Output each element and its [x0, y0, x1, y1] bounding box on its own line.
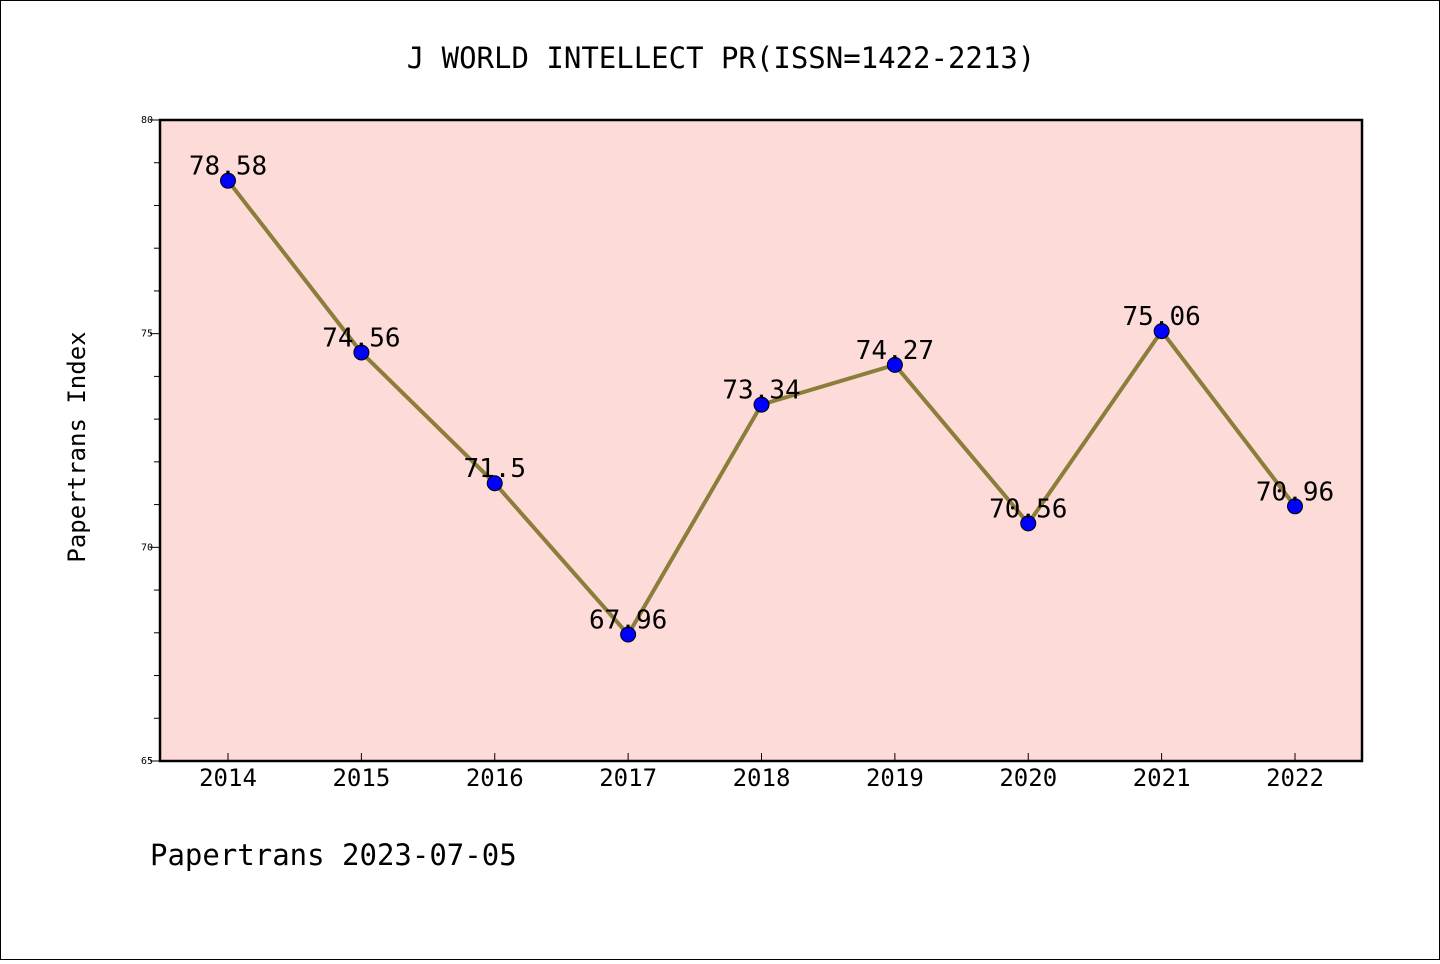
data-label: 67.96: [589, 606, 667, 636]
y-axis-label: Papertrans Index: [63, 331, 91, 562]
x-tick-label: 2020: [999, 764, 1057, 792]
x-tick-label: 2022: [1266, 764, 1324, 792]
y-tick-label: 70: [141, 542, 153, 553]
y-tick-label: 75: [141, 329, 153, 340]
x-tick-label: 2021: [1133, 764, 1191, 792]
data-point: [1287, 498, 1303, 515]
x-tick-label: 2015: [332, 764, 390, 792]
data-label: 70.56: [989, 494, 1067, 524]
data-point: [1020, 515, 1037, 532]
data-point: [886, 356, 903, 373]
data-labels-group: 78.58 74.56 71.5 67.96 73.34 74.27 70.56 75.06 7…: [189, 152, 1334, 636]
data-point: [620, 626, 637, 643]
footer-text: Papertrans 2023-07-05: [150, 838, 517, 872]
x-tick-label: 2017: [599, 764, 657, 792]
plot-area: [158, 118, 1364, 763]
x-tick-label: 2014: [199, 764, 257, 792]
data-point: [753, 396, 770, 413]
x-tick-label: 2019: [866, 764, 924, 792]
data-point: [353, 344, 370, 361]
data-label: 71.5: [463, 454, 526, 484]
chart-title: J WORLD INTELLECT PR(ISSN=1422-2213): [407, 41, 1036, 75]
y-tick-label: 65: [141, 756, 153, 767]
x-tick-label: 2016: [466, 764, 524, 792]
data-label: 70.96: [1256, 477, 1334, 507]
x-axis-ticks: 2014 2015 2016 2017 2018 2019 2020 2021 2022: [199, 753, 1324, 792]
data-point: [486, 475, 503, 492]
data-points-group: [220, 172, 1303, 643]
data-label: 73.34: [722, 376, 800, 406]
data-label: 78.58: [189, 152, 267, 182]
data-point: [1153, 323, 1170, 340]
data-label: 74.27: [856, 336, 934, 366]
data-label: 74.56: [322, 323, 400, 353]
data-point: [220, 172, 236, 189]
x-tick-label: 2018: [733, 764, 791, 792]
y-tick-label: 80: [141, 115, 153, 126]
data-label: 75.06: [1122, 302, 1200, 332]
y-axis-ticks: 65 70 75 80: [141, 115, 160, 767]
